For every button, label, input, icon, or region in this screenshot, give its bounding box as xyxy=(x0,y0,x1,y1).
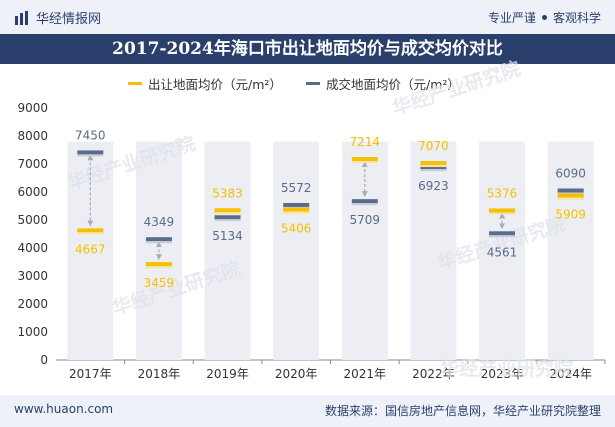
watermark-text: 华经产业研究院 xyxy=(440,357,573,380)
x-tick-label: 2018年 xyxy=(138,367,181,381)
brand: 华经情报网 xyxy=(14,8,101,27)
brand-name: 华经情报网 xyxy=(36,12,102,27)
background-column xyxy=(204,141,251,360)
chart-title: 2017-2024年海口市出让地面均价与成交均价对比 xyxy=(0,34,615,64)
series-a-data-label: 5909 xyxy=(555,208,586,222)
series-b-mark xyxy=(557,188,584,193)
series-a-mark-shadow xyxy=(283,211,310,214)
series-a-mark xyxy=(420,161,447,166)
tagline-left: 专业严谨 xyxy=(487,11,536,25)
series-a-mark-shadow xyxy=(77,232,104,235)
y-tick-label: 1000 xyxy=(17,325,48,339)
series-b-mark xyxy=(420,165,447,170)
series-a-mark-shadow xyxy=(557,197,584,200)
series-b-mark xyxy=(214,215,241,220)
series-a-mark xyxy=(283,207,310,212)
series-b-data-label: 5572 xyxy=(281,181,312,195)
y-tick-label: 0 xyxy=(40,353,48,367)
series-a-data-label: 7070 xyxy=(418,139,449,153)
series-b-mark xyxy=(489,231,516,236)
x-tick-label: 2017年 xyxy=(69,367,112,381)
series-b-mark xyxy=(77,150,104,155)
top-bar: 华经情报网 专业严谨 客观科学 xyxy=(0,0,615,34)
series-a-mark-shadow xyxy=(420,165,447,168)
legend-item-series-b: 成交地面均价（元/m²） xyxy=(306,74,460,93)
series-a-data-label: 4667 xyxy=(75,242,106,256)
series-b-mark-shadow xyxy=(489,235,516,238)
x-tick-label: 2023年 xyxy=(481,367,524,381)
series-b-mark-shadow xyxy=(145,241,172,244)
x-tick-label: 2024年 xyxy=(549,367,592,381)
footer: www.huaon.com 数据来源：国信房地产信息网，华经产业研究院整理 xyxy=(0,395,615,427)
series-a-data-label: 5383 xyxy=(212,186,243,200)
y-tick-label: 5000 xyxy=(17,213,48,227)
series-a-mark xyxy=(77,228,104,233)
y-tick-label: 4000 xyxy=(17,241,48,255)
series-a-mark xyxy=(214,208,241,213)
legend-swatch-series-b xyxy=(306,82,320,85)
y-tick-label: 2000 xyxy=(17,297,48,311)
series-b-mark-shadow xyxy=(557,192,584,195)
y-tick-label: 8000 xyxy=(17,129,48,143)
series-a-mark xyxy=(145,262,172,267)
watermark-text: 华经产业研究院 xyxy=(389,57,523,120)
series-b-data-label: 6923 xyxy=(418,179,449,193)
series-b-mark-shadow xyxy=(420,169,447,172)
footer-url[interactable]: www.huaon.com xyxy=(14,402,114,416)
series-b-mark xyxy=(351,199,378,204)
separator-dot xyxy=(541,15,547,20)
series-a-mark xyxy=(351,157,378,162)
series-a-mark-shadow xyxy=(145,266,172,269)
background-column xyxy=(547,141,594,360)
series-a-data-label: 7214 xyxy=(350,135,381,149)
series-b-mark xyxy=(283,202,310,207)
series-b-data-label: 4561 xyxy=(487,245,518,259)
series-b-mark-shadow xyxy=(351,203,378,206)
background-column xyxy=(479,141,526,360)
series-b-data-label: 6090 xyxy=(555,166,586,180)
x-tick-label: 2019年 xyxy=(206,367,249,381)
x-tick-label: 2020年 xyxy=(275,367,318,381)
x-tick-label: 2022年 xyxy=(412,367,455,381)
legend-label-series-a: 出让地面均价（元/m²） xyxy=(148,77,282,92)
footer-source: 数据来源：国信房地产信息网，华经产业研究院整理 xyxy=(324,404,601,418)
series-b-mark-shadow xyxy=(77,154,104,157)
legend-label-series-b: 成交地面均价（元/m²） xyxy=(326,77,460,92)
legend-swatch-series-a xyxy=(128,82,142,85)
tagline-right: 客观科学 xyxy=(552,11,601,25)
series-a-data-label: 5376 xyxy=(487,186,518,200)
y-tick-label: 7000 xyxy=(17,157,48,171)
legend-item-series-a: 出让地面均价（元/m²） xyxy=(128,74,282,93)
series-a-data-label: 5406 xyxy=(281,222,312,236)
series-b-data-label: 7450 xyxy=(75,128,106,142)
background-column xyxy=(410,141,457,360)
series-a-mark-shadow xyxy=(214,212,241,215)
series-a-data-label: 3459 xyxy=(144,276,175,290)
series-a-mark xyxy=(489,208,516,213)
y-tick-label: 6000 xyxy=(17,185,48,199)
y-tick-label: 9000 xyxy=(17,101,48,115)
series-a-mark-shadow xyxy=(489,212,516,215)
y-tick-label: 3000 xyxy=(17,269,48,283)
logo-icon xyxy=(15,10,28,25)
legend: 出让地面均价（元/m²） 成交地面均价（元/m²） xyxy=(0,72,615,92)
series-b-data-label: 5709 xyxy=(350,213,381,227)
series-b-mark-shadow xyxy=(214,219,241,222)
tagline: 专业严谨 客观科学 xyxy=(488,9,601,26)
series-a-mark xyxy=(557,193,584,198)
background-column xyxy=(273,141,320,360)
chart-area: 0 1000 2000 3000 4000 5000 6000 7000 8000 9000 201… xyxy=(17,57,606,381)
series-a-mark-shadow xyxy=(351,161,378,164)
x-tick-label: 2021年 xyxy=(344,367,387,381)
series-b-data-label: 5134 xyxy=(212,229,243,243)
series-b-mark xyxy=(145,237,172,242)
series-b-data-label: 4349 xyxy=(144,215,175,229)
